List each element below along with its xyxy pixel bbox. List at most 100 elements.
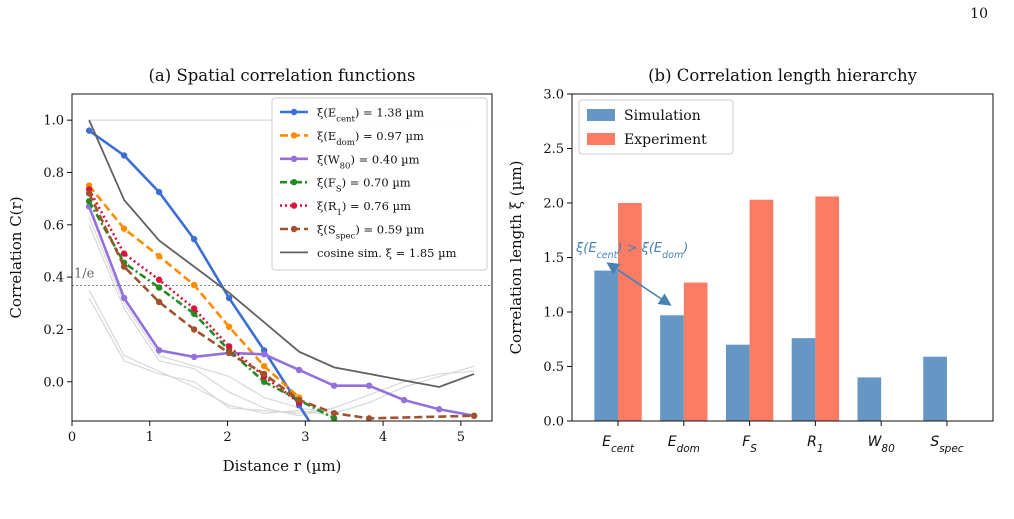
series-5-point-3 — [190, 326, 198, 333]
series-1-point-2 — [155, 252, 163, 260]
legend-swatch-b-0 — [587, 109, 615, 121]
series-2-point-7 — [330, 382, 338, 389]
axes-frame-a — [71, 93, 493, 422]
series-5-point-4 — [225, 349, 233, 357]
series-line-6 — [88, 119, 475, 388]
series-1-point-1 — [120, 225, 128, 232]
legend-label-b-1: Experiment — [624, 132, 707, 148]
legend-label-a-0: ξ(Ecent) = 1.38 µm — [317, 106, 424, 125]
x-tick-label-b-4: W80 — [868, 434, 896, 455]
x-tick-label-b-0: Ecent — [602, 434, 635, 455]
chart-title-a: (a) Spatial correlation functions — [148, 66, 415, 85]
series-5-point-0 — [85, 190, 93, 197]
legend-marker-a-2 — [290, 155, 298, 162]
page-number: 10 — [970, 6, 988, 22]
series-2-point-5 — [260, 351, 268, 358]
plot-area-a — [72, 119, 492, 421]
legend-marker-a-4 — [290, 202, 298, 209]
series-2-point-3 — [190, 353, 198, 361]
bar-simulation-2 — [725, 344, 750, 421]
y-tick-label-b-0: 0.0 — [543, 415, 564, 430]
chart-title-b: (b) Correlation length hierarchy — [648, 66, 917, 85]
x-tick-label-a-0: 0 — [68, 430, 76, 445]
x-tick-label-b-1: Edom — [668, 434, 700, 455]
x-tick-label-a-1: 1 — [146, 430, 154, 445]
x-tick-label-a-3: 3 — [301, 430, 309, 445]
y-tick-label-b-2: 1.0 — [543, 306, 564, 321]
background-curve-2 — [88, 297, 335, 414]
bar-experiment-3 — [815, 196, 840, 421]
series-4-point-3 — [190, 305, 198, 312]
y-tick-label-b-3: 1.5 — [543, 251, 564, 266]
bar-experiment-0 — [618, 203, 642, 421]
legend-marker-a-1 — [290, 132, 298, 139]
legend-b: Simulation Experiment — [578, 99, 734, 155]
series-2-point-6 — [295, 366, 303, 374]
legend-label-a-3: ξ(FS) = 0.70 µm — [317, 176, 411, 195]
bar-simulation-4 — [857, 377, 882, 421]
y-tick-label-a-1: 0.2 — [43, 323, 64, 338]
series-2-point-10 — [435, 406, 443, 413]
y-tick-label-a-4: 0.8 — [43, 166, 64, 181]
bar-simulation-5 — [923, 356, 947, 421]
series-1-point-5 — [260, 362, 268, 370]
annotation-text: ξ(Ecent) > ξ(Edom) — [575, 241, 688, 261]
legend-label-b-0: Simulation — [624, 108, 701, 124]
legend-label-a-5: ξ(Sspec) = 0.59 µm — [317, 223, 424, 242]
panel-b: 0.0 0.5 1.0 1.5 2.0 2.5 3.0 Ecent Edom FS R1 W80 Ssp… — [507, 66, 994, 455]
series-5-point-8 — [365, 415, 373, 421]
x-tick-label-a-5: 5 — [457, 430, 465, 445]
y-tick-label-a-5: 1.0 — [43, 114, 64, 129]
series-4-point-1 — [120, 250, 128, 257]
legend-marker-a-5 — [290, 225, 298, 233]
x-tick-label-a-4: 4 — [379, 430, 387, 445]
series-4-point-4 — [225, 343, 233, 350]
y-axis-label-a: Correlation C(r) — [7, 196, 25, 318]
legend-a: ξ(Ecent) = 1.38 µm ξ(Edom) = 0.97 µm ξ(W80… — [271, 97, 488, 271]
y-tick-label-b-1: 0.5 — [543, 360, 564, 375]
series-0-point-2 — [155, 188, 163, 196]
series-5-point-6 — [295, 396, 303, 404]
annotation-arrow — [606, 262, 672, 306]
series-3-point-7 — [330, 415, 338, 421]
y-tick-label-a-2: 0.4 — [43, 271, 64, 286]
series-1-point-4 — [225, 323, 233, 331]
series-5-point-7 — [330, 409, 338, 417]
bar-simulation-0 — [594, 270, 619, 421]
background-curve-1 — [88, 289, 335, 417]
reference-label: 1/e — [74, 266, 95, 281]
y-tick-label-a-3: 0.6 — [43, 218, 64, 233]
x-axis-label-a: Distance r (µm) — [223, 457, 342, 475]
x-tick-label-b-5: Sspec — [930, 434, 963, 455]
legend-box-b — [578, 99, 734, 155]
series-5-point-2 — [155, 298, 163, 306]
series-5-point-1 — [120, 263, 128, 270]
bar-experiment-2 — [749, 199, 774, 421]
y-tick-label-b-4: 2.0 — [543, 197, 564, 212]
series-1-point-3 — [190, 281, 198, 289]
series-4-point-2 — [155, 276, 163, 283]
series-2-point-2 — [155, 347, 163, 354]
background-curve-4 — [88, 224, 475, 417]
legend-marker-a-0 — [290, 108, 298, 116]
bar-simulation-1 — [660, 315, 684, 421]
x-tick-label-b-2: FS — [742, 434, 757, 455]
bar-simulation-3 — [791, 338, 816, 421]
background-curve-3 — [88, 216, 475, 414]
series-0-point-3 — [190, 235, 198, 243]
series-line-2 — [87, 206, 475, 418]
y-axis-label-b: Correlation length ξ (µm) — [507, 161, 525, 355]
series-5-point-9 — [470, 412, 478, 419]
legend-marker-a-3 — [290, 179, 298, 186]
legend-label-a-1: ξ(Edom) = 0.97 µm — [317, 129, 424, 148]
legend-box-a — [271, 97, 488, 271]
y-tick-label-b-5: 2.5 — [543, 142, 564, 157]
legend-swatch-b-1 — [587, 133, 615, 145]
series-0-point-4 — [225, 294, 233, 302]
legend-label-a-4: ξ(R1) = 0.76 µm — [317, 199, 411, 218]
legend-label-a-2: ξ(W80) = 0.40 µm — [317, 152, 420, 171]
series-5-point-5 — [260, 370, 268, 378]
x-tick-label-a-2: 2 — [223, 430, 231, 445]
legend-label-a-6: cosine sim. ξ = 1.85 µm — [317, 246, 457, 260]
